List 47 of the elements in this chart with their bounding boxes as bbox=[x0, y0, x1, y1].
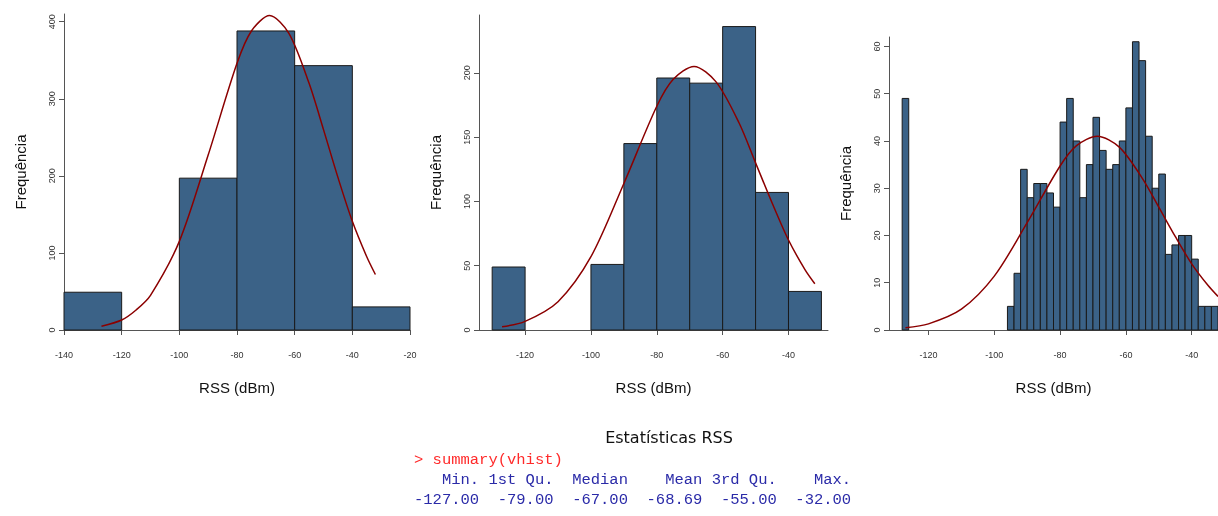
x-tick-label: -60 bbox=[716, 349, 730, 360]
x-tick-label: -100 bbox=[581, 349, 600, 360]
y-tick-label: 100 bbox=[46, 245, 57, 261]
x-tick-label: -80 bbox=[1053, 349, 1067, 360]
text: Min. 1st Qu. Median Mean 3rd Qu. Max. bbox=[440, 470, 853, 490]
text: > summary(vhist) bbox=[413, 450, 564, 470]
line-series bbox=[904, 135, 1218, 329]
y-tick-label: 0 bbox=[461, 327, 472, 333]
y-tick-label: 200 bbox=[46, 168, 57, 184]
y-axis-title: Frequência bbox=[837, 145, 854, 222]
y-tick-label: 30 bbox=[871, 183, 882, 194]
line-series bbox=[501, 65, 816, 328]
y-axis-title: Frequência bbox=[12, 133, 29, 210]
y-tick-label: 400 bbox=[46, 14, 57, 30]
y-tick-label: 10 bbox=[871, 277, 882, 288]
x-axis-title: RSS (dBm) bbox=[1015, 379, 1092, 396]
y-tick-label: 50 bbox=[461, 260, 472, 271]
x-tick-label: -60 bbox=[1119, 349, 1133, 360]
y-axis-title: Frequência bbox=[427, 134, 444, 211]
x-tick-label: -80 bbox=[650, 349, 664, 360]
x-tick-label: -120 bbox=[516, 349, 535, 360]
y-tick-label: 0 bbox=[871, 327, 882, 333]
x-tick-label: -60 bbox=[288, 349, 302, 360]
y-tick-label: 0 bbox=[46, 327, 57, 333]
y-tick-label: 200 bbox=[461, 65, 472, 81]
x-tick-label: -120 bbox=[919, 349, 938, 360]
y-tick-label: 40 bbox=[871, 135, 882, 146]
x-tick-label: -80 bbox=[230, 349, 244, 360]
x-tick-label: -100 bbox=[985, 349, 1004, 360]
x-tick-label: -40 bbox=[781, 349, 795, 360]
x-tick-label: -40 bbox=[1185, 349, 1199, 360]
x-tick-label: -100 bbox=[170, 349, 189, 360]
x-tick-label: -20 bbox=[403, 349, 417, 360]
y-tick-label: 20 bbox=[871, 230, 882, 241]
x-tick-label: -120 bbox=[112, 349, 131, 360]
line-series bbox=[100, 14, 377, 327]
x-axis-title: RSS (dBm) bbox=[199, 379, 275, 396]
y-tick-label: 60 bbox=[871, 41, 882, 52]
y-tick-label: 100 bbox=[461, 193, 472, 209]
text: Estatísticas RSS bbox=[604, 428, 734, 449]
x-tick-label: -140 bbox=[54, 349, 74, 360]
y-tick-label: 300 bbox=[46, 91, 57, 107]
y-tick-label: 150 bbox=[461, 129, 472, 145]
x-axis-title: RSS (dBm) bbox=[615, 379, 692, 396]
x-tick-label: -40 bbox=[345, 349, 359, 360]
y-tick-label: 50 bbox=[871, 88, 882, 99]
text: -127.00 -79.00 -67.00 -68.69 -55.00 -32.00 bbox=[413, 490, 853, 510]
